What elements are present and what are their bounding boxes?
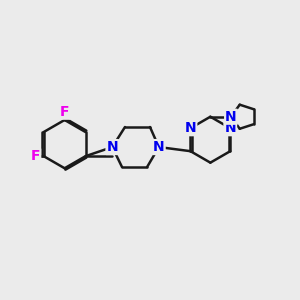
Text: N: N bbox=[224, 121, 236, 135]
Text: F: F bbox=[60, 105, 69, 119]
Text: N: N bbox=[185, 121, 196, 135]
Text: N: N bbox=[225, 110, 237, 124]
Text: N: N bbox=[106, 140, 118, 154]
Text: N: N bbox=[153, 140, 165, 154]
Text: F: F bbox=[31, 149, 40, 163]
